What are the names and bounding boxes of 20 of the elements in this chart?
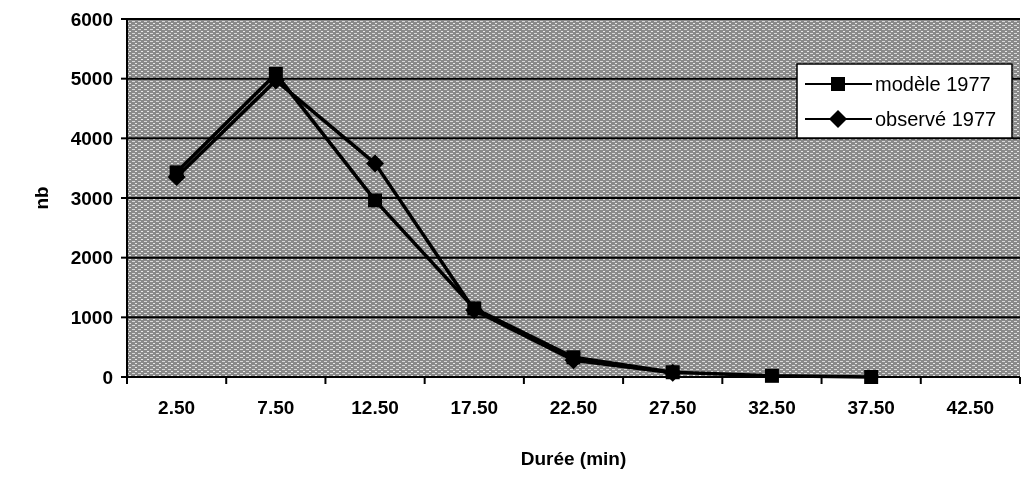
x-tick-label: 22.50 bbox=[549, 397, 598, 418]
legend-label: modèle 1977 bbox=[875, 73, 991, 95]
y-tick-label: 2000 bbox=[70, 247, 113, 269]
y-tick-label: 6000 bbox=[70, 8, 113, 30]
x-tick-label: 42.50 bbox=[946, 397, 995, 418]
x-tick-label: 32.50 bbox=[748, 397, 796, 418]
y-tick-label: 4000 bbox=[70, 127, 113, 149]
y-tick-label: 1000 bbox=[70, 306, 113, 328]
y-tick-label: 5000 bbox=[70, 68, 113, 90]
y-axis-title: nb bbox=[31, 186, 52, 210]
x-tick-label: 27.50 bbox=[648, 397, 697, 418]
x-tick-label: 7.50 bbox=[257, 397, 295, 418]
y-tick-label: 3000 bbox=[70, 187, 113, 209]
x-tick-label: 37.50 bbox=[847, 397, 895, 418]
legend-label: observé 1977 bbox=[875, 108, 997, 130]
y-tick-label: 0 bbox=[102, 366, 113, 388]
x-axis-title: Durée (min) bbox=[520, 448, 627, 469]
x-tick-label: 12.50 bbox=[351, 397, 399, 418]
x-tick-label: 17.50 bbox=[450, 397, 499, 418]
x-tick-label: 2.50 bbox=[158, 397, 196, 418]
